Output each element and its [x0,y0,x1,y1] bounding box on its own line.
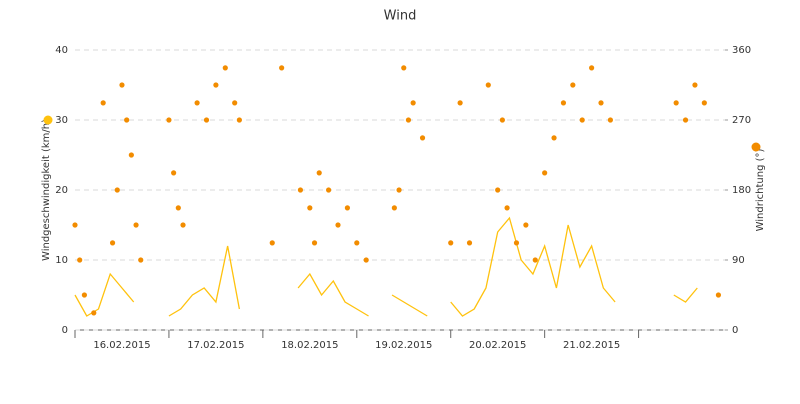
y2-tick-label: 180 [732,185,751,196]
wind-direction-point [701,100,707,106]
wind-direction-point [589,65,595,71]
wind-direction-point [100,100,106,106]
wind-direction-point [236,117,242,123]
wind-direction-point [128,152,134,158]
wind-direction-point [504,205,510,211]
y2-tick-label: 360 [732,45,751,56]
wind-direction-point [396,187,402,193]
y-tick-label: 40 [55,45,68,56]
wind-direction-point [485,82,491,88]
x-tick-label: 18.02.2015 [281,340,338,351]
wind-direction-point [495,187,501,193]
y-tick-label: 10 [55,255,68,266]
chart-title: Wind [384,9,417,24]
wind-direction-point [673,100,679,106]
wind-direction-point [532,257,538,263]
wind-direction-point [715,292,722,298]
wind-direction-point [307,205,313,211]
y2-tick-label: 0 [732,325,738,336]
wind-direction-point [607,117,614,123]
wind-direction-point [354,240,360,246]
y2-axis-label: Windrichtung (°) [755,149,766,232]
wind-direction-point [523,222,529,228]
wind-direction-point [119,82,125,88]
wind-direction-point [405,117,412,123]
wind-direction-point [133,222,139,228]
y-tick-label: 20 [55,185,68,196]
wind-direction-point [316,170,322,176]
wind-direction-point [570,82,576,88]
y-tick-label: 0 [62,325,68,336]
wind-direction-point [222,65,228,71]
wind-direction-point [311,240,318,246]
wind-direction-point [194,100,200,106]
x-tick-label: 17.02.2015 [187,340,244,351]
wind-direction-point [682,117,689,123]
wind-speed-line [75,218,721,316]
wind-direction-point [269,240,275,246]
x-tick-label: 16.02.2015 [93,340,150,351]
x-tick-label: 21.02.2015 [563,340,620,351]
wind-direction-point [363,257,369,263]
wind-direction-point [466,240,473,246]
y2-tick-label: 90 [732,255,745,266]
wind-direction-point [448,240,454,246]
wind-direction-point [180,222,186,228]
wind-direction-point [419,135,426,141]
wind-direction-point [203,117,210,123]
wind-direction-point [513,240,520,246]
wind-direction-point [91,310,97,316]
legend-marker [43,115,53,125]
wind-direction-point [297,187,304,193]
wind-direction-point [335,222,341,228]
wind-direction-point [213,82,219,88]
wind-direction-point [598,100,604,106]
wind-direction-point [542,170,548,176]
wind-direction-point [114,187,120,193]
wind-direction-point [401,65,407,71]
wind-direction-point [124,117,130,123]
wind-direction-point [579,117,585,123]
x-tick-label: 19.02.2015 [375,340,432,351]
legend-marker [751,142,761,152]
wind-direction-point [171,170,177,176]
wind-direction-point [326,187,332,193]
wind-direction-point [499,117,505,123]
y-axis-label: Windgeschwindigkeit (km/h) [41,119,52,261]
wind-direction-point [457,100,463,106]
wind-direction-point [344,205,350,211]
x-tick-label: 20.02.2015 [469,340,526,351]
wind-direction-point [77,257,83,263]
wind-direction-point [692,82,698,88]
wind-direction-point [72,222,78,228]
y-tick-label: 30 [55,115,68,126]
wind-direction-point [232,100,238,106]
wind-direction-point [109,240,116,246]
wind-direction-point [560,100,567,106]
wind-direction-point [166,117,172,123]
wind-direction-point [279,65,285,71]
wind-direction-point [551,135,557,141]
wind-direction-point [175,205,181,211]
wind-direction-point [138,257,144,263]
wind-direction-point [81,292,87,298]
y2-tick-label: 270 [732,115,751,126]
wind-direction-point [391,205,397,211]
wind-direction-point [410,100,416,106]
